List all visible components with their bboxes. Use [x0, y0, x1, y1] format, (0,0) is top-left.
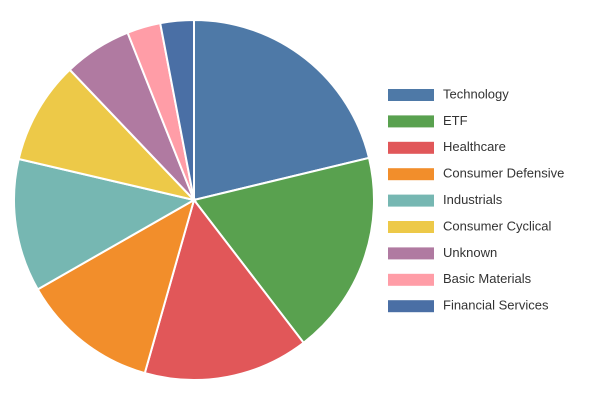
legend-label: Consumer Defensive: [443, 166, 564, 181]
legend-swatch: [388, 221, 434, 233]
pie-slice: [143, 197, 306, 381]
legend-swatch: [388, 89, 434, 101]
pie-slice: [193, 18, 371, 202]
legend-label: Technology: [443, 86, 509, 101]
legend-label: ETF: [443, 113, 468, 128]
legend-label: Basic Materials: [443, 271, 532, 286]
legend-label: Consumer Cyclical: [443, 218, 551, 233]
legend-swatch: [388, 300, 434, 313]
legend-swatch: [388, 141, 434, 154]
legend-swatch: [388, 194, 434, 207]
legend-label: Unknown: [443, 245, 497, 260]
legend-swatch: [388, 115, 434, 128]
pie-slice: [36, 197, 196, 375]
pie-slice: [13, 157, 197, 291]
legend-swatch: [388, 168, 434, 181]
legend-swatch: [388, 273, 434, 286]
pie-slice: [17, 68, 198, 202]
legend-label: Healthcare: [443, 139, 506, 154]
legend-swatch: [388, 247, 434, 260]
pie-slice: [192, 156, 375, 345]
pie-slice: [159, 18, 195, 201]
legend-label: Financial Services: [443, 298, 549, 313]
legend-label: Industrials: [443, 192, 503, 207]
